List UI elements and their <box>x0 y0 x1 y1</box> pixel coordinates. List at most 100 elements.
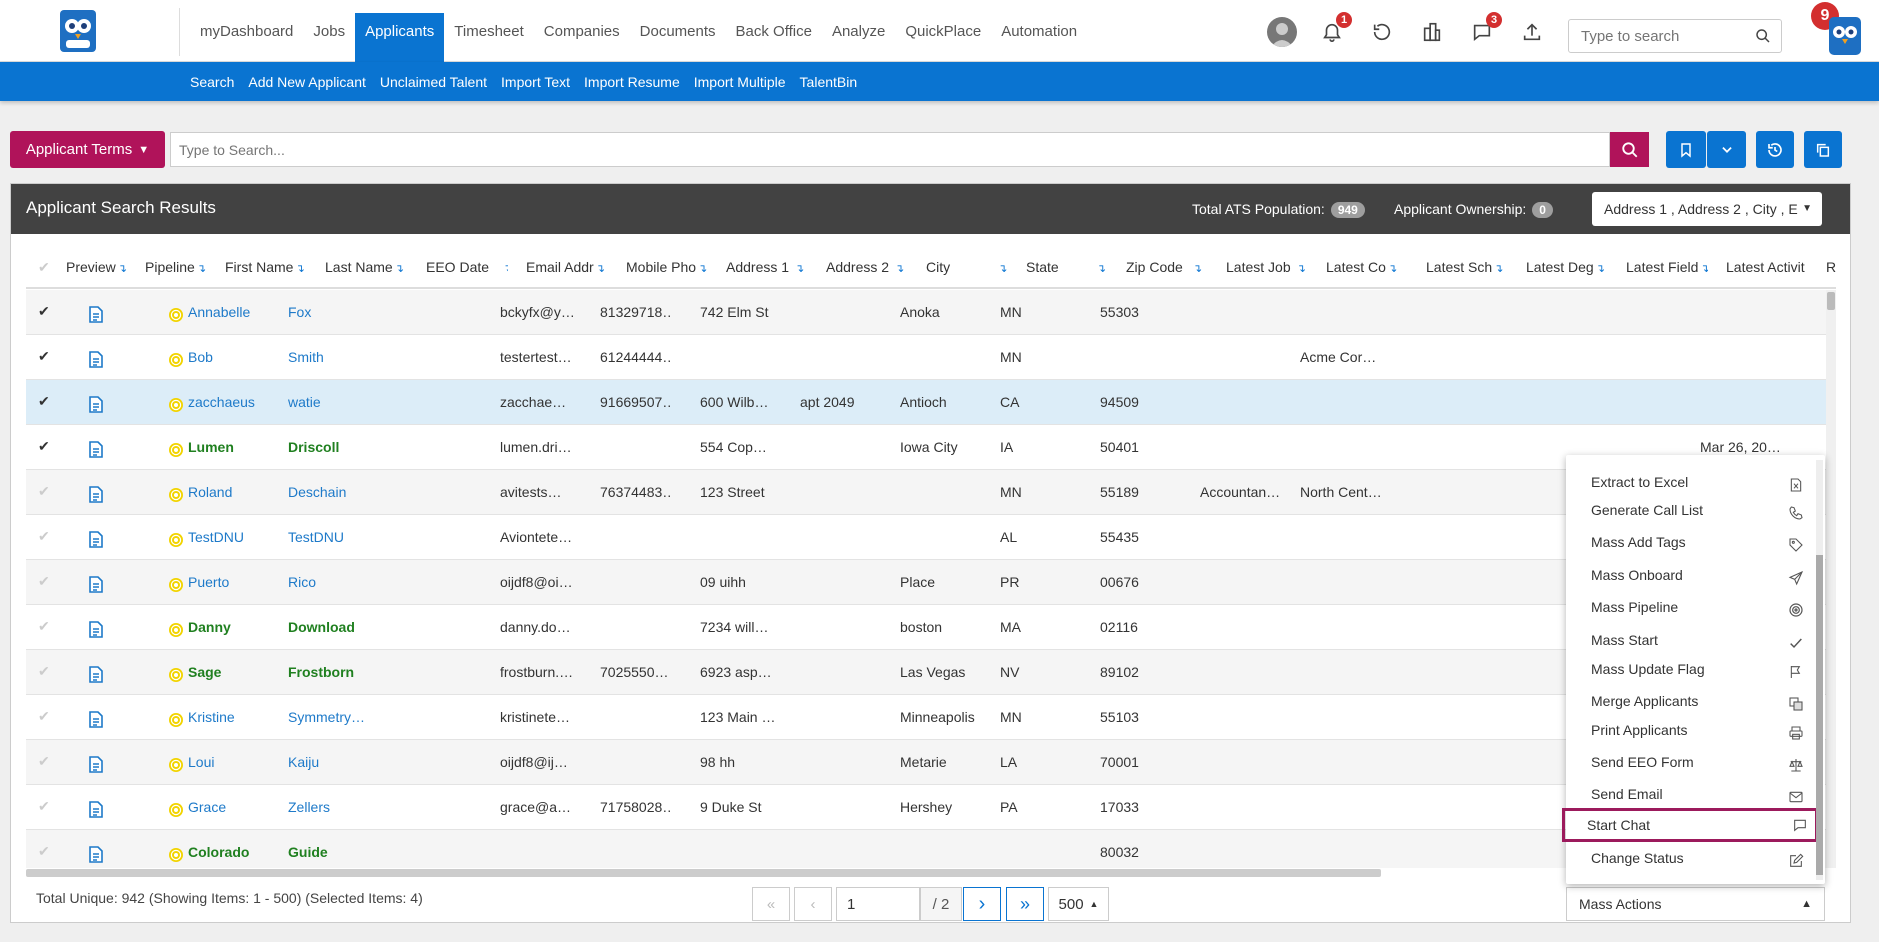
app-logo[interactable] <box>58 8 98 54</box>
global-search-input[interactable] <box>1569 20 1749 52</box>
first-name-link[interactable]: zacchaeus <box>188 394 255 410</box>
col-state[interactable]: State ↴ <box>1026 259 1106 275</box>
col-first-name[interactable]: First Name ↴ <box>225 259 305 275</box>
document-icon[interactable] <box>89 441 103 463</box>
col-zip-code[interactable]: Zip Code ↴ <box>1126 259 1203 275</box>
col-latest-company[interactable]: Latest Co ↴ <box>1326 259 1398 275</box>
col-latest-degree[interactable]: Latest Deg ↴ <box>1526 259 1605 275</box>
nav-quickplace[interactable]: QuickPlace <box>905 23 982 40</box>
first-name-link[interactable]: Kristine <box>188 709 235 725</box>
row-checkbox[interactable]: ✔ <box>38 573 50 589</box>
col-address-1[interactable]: Address 1 ↴ <box>726 259 805 275</box>
table-row[interactable]: ✔ zacchaeus watie zacchae… 91669507… 600 Wilb… <box>26 380 1826 425</box>
row-checkbox[interactable]: ✔ <box>38 438 50 454</box>
nav-applicants[interactable]: Applicants <box>355 13 445 62</box>
row-checkbox[interactable]: ✔ <box>38 843 50 859</box>
user-avatar[interactable] <box>1267 17 1297 47</box>
menu-scrollbar[interactable] <box>1816 460 1823 880</box>
last-name-link[interactable]: Rico <box>288 574 317 590</box>
pipeline-target-icon[interactable] <box>168 397 184 418</box>
last-name-link[interactable]: TestDNU <box>288 529 345 545</box>
col-latest-field[interactable]: Latest Field ↴ <box>1626 259 1708 275</box>
table-row[interactable]: ✔ Puerto Rico oijdf8@oi… 09 uihh Place PR 00676 <box>26 560 1826 605</box>
subnav-unclaimed-talent[interactable]: Unclaimed Talent <box>379 73 488 90</box>
table-row[interactable]: ✔ TestDNU TestDNU Aviontete… AL 55435 <box>26 515 1826 560</box>
row-checkbox[interactable]: ✔ <box>38 618 50 634</box>
last-name-link[interactable]: Symmetry… <box>288 709 365 725</box>
first-name-link[interactable]: Sage <box>188 664 222 680</box>
first-page-button[interactable]: « <box>752 887 790 921</box>
document-icon[interactable] <box>89 666 103 688</box>
reset-search-button[interactable] <box>1756 131 1794 168</box>
menu-item-send-eeo-form[interactable]: Send EEO Form <box>1566 747 1814 777</box>
row-checkbox[interactable]: ✔ <box>38 393 50 409</box>
applicant-search-input[interactable] <box>171 133 1561 166</box>
pipeline-target-icon[interactable] <box>168 532 184 553</box>
chat-bubble-icon[interactable]: 3 <box>1468 12 1502 46</box>
applicant-search-button[interactable] <box>1610 132 1649 167</box>
first-name-link[interactable]: Lumen <box>188 439 234 455</box>
table-horizontal-scrollbar[interactable] <box>26 869 1381 877</box>
menu-item-merge-applicants[interactable]: Merge Applicants <box>1566 686 1814 716</box>
owl-profile-icon[interactable] <box>1828 16 1862 56</box>
menu-item-mass-onboard[interactable]: Mass Onboard <box>1566 560 1814 590</box>
pipeline-target-icon[interactable] <box>168 757 184 778</box>
pipeline-target-icon[interactable] <box>168 307 184 328</box>
table-row[interactable]: ✔ Colorado Guide 80032 <box>26 830 1826 868</box>
row-checkbox[interactable]: ✔ <box>38 528 50 544</box>
last-name-link[interactable]: watie <box>288 394 321 410</box>
subnav-import-multiple[interactable]: Import Multiple <box>693 73 786 90</box>
document-icon[interactable] <box>89 801 103 823</box>
pipeline-target-icon[interactable] <box>168 352 184 373</box>
nav-automation[interactable]: Automation <box>1001 23 1078 40</box>
menu-item-mass-pipeline[interactable]: Mass Pipeline <box>1566 592 1814 622</box>
search-icon[interactable] <box>1755 28 1771 49</box>
select-all-checkbox[interactable]: ✔ <box>38 259 50 275</box>
table-row[interactable]: ✔ Danny Download danny.do… 7234 will… boston M… <box>26 605 1826 650</box>
first-name-link[interactable]: Colorado <box>188 844 250 860</box>
document-icon[interactable] <box>89 396 103 418</box>
mass-actions-select[interactable]: Mass Actions ▲ <box>1566 887 1825 921</box>
menu-item-change-status[interactable]: Change Status <box>1566 843 1814 873</box>
nav-documents[interactable]: Documents <box>639 23 716 40</box>
first-name-link[interactable]: Grace <box>188 799 227 815</box>
col-preview[interactable]: Preview ↴ <box>66 259 128 275</box>
first-name-link[interactable]: Loui <box>188 754 215 770</box>
bookmark-dropdown-button[interactable] <box>1707 131 1746 168</box>
pipeline-target-icon[interactable] <box>168 442 184 463</box>
col-pipeline[interactable]: Pipeline ↴ <box>145 259 207 275</box>
nav-companies[interactable]: Companies <box>543 23 620 40</box>
first-name-link[interactable]: TestDNU <box>188 529 245 545</box>
history-icon[interactable] <box>1368 18 1396 46</box>
nav-timesheet[interactable]: Timesheet <box>454 23 524 40</box>
row-checkbox[interactable]: ✔ <box>38 708 50 724</box>
row-checkbox[interactable]: ✔ <box>38 348 50 364</box>
last-name-link[interactable]: Zellers <box>288 799 331 815</box>
nav-jobs[interactable]: Jobs <box>313 23 346 40</box>
table-vertical-scrollbar[interactable] <box>1826 290 1836 868</box>
col-latest-activity[interactable]: Latest Activit↴ <box>1726 259 1808 275</box>
page-input[interactable]: 1 <box>836 887 920 921</box>
col-mobile[interactable]: Mobile Pho ↴ <box>626 259 708 275</box>
pipeline-target-icon[interactable] <box>168 577 184 598</box>
table-row[interactable]: ✔ Grace Zellers grace@a… 71758028… 9 Duke St H… <box>26 785 1826 830</box>
row-checkbox[interactable]: ✔ <box>38 753 50 769</box>
document-icon[interactable] <box>89 846 103 868</box>
subnav-add-new-applicant[interactable]: Add New Applicant <box>248 73 366 90</box>
first-name-link[interactable]: Annabelle <box>188 304 251 320</box>
menu-scroll-thumb[interactable] <box>1816 555 1823 875</box>
table-row[interactable]: ✔ Bob Smith testertest… 61244444… MN Acme Cor… <box>26 335 1826 380</box>
vertical-scroll-thumb[interactable] <box>1827 292 1835 310</box>
document-icon[interactable] <box>89 531 103 553</box>
page-size-select[interactable]: 500 ▲ <box>1048 887 1109 921</box>
table-row[interactable]: ✔ Roland Deschain avitests… 76374483… 123 Str… <box>26 470 1826 515</box>
menu-item-start-chat[interactable]: Start Chat <box>1562 808 1818 842</box>
row-checkbox[interactable]: ✔ <box>38 483 50 499</box>
subnav-search[interactable]: Search <box>190 73 235 90</box>
nav-back-office[interactable]: Back Office <box>735 23 812 40</box>
last-page-button[interactable]: » <box>1006 887 1044 921</box>
col-address-2[interactable]: Address 2 ↴ <box>826 259 905 275</box>
prev-page-button[interactable]: ‹ <box>794 887 832 921</box>
table-row[interactable]: ✔ Lumen Driscoll lumen.dri… 554 Cop… Iowa Cit… <box>26 425 1826 470</box>
menu-item-print-applicants[interactable]: Print Applicants <box>1566 715 1814 745</box>
